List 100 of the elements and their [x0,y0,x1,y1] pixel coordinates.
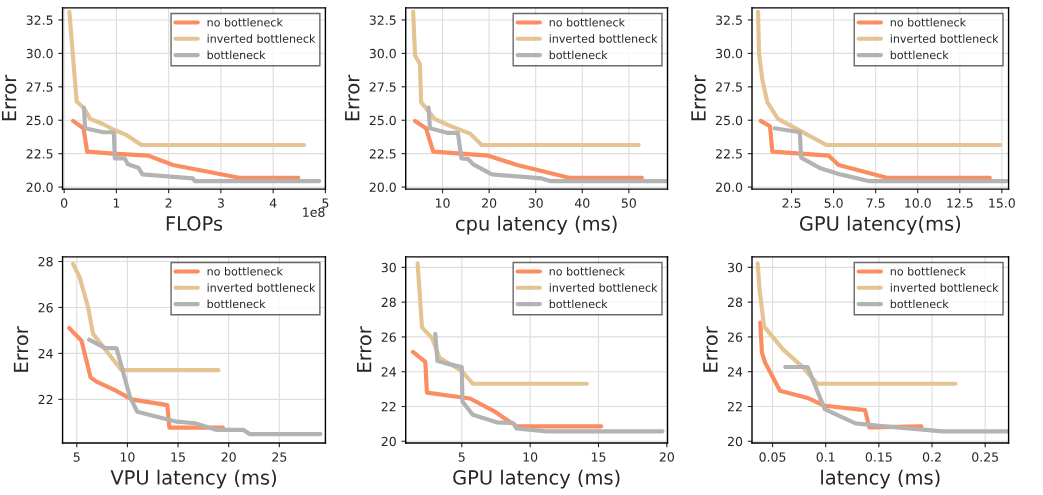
line-series [755,9,1003,148]
legend-label: inverted bottleneck [549,283,658,292]
y-axis-title: Error [1,74,17,121]
legend-label: bottleneck [207,299,266,309]
y-tick-label: 26 [38,302,53,313]
x-tick-label: 40 [574,198,590,208]
legend-label: no bottleneck [549,266,625,276]
legend-label: no bottleneck [207,266,283,276]
y-axis-title: Error [703,326,718,372]
y-tick-label: 26 [381,332,396,342]
y-axis-title: Error [357,326,372,372]
x-tick-label: 0.2 [922,452,941,462]
y-tick-label: 25.0 [26,115,53,126]
line-series [412,118,644,180]
x-tick-label: 0.05 [759,452,786,462]
y-tick-label: 24 [38,348,53,359]
legend-label: inverted bottleneck [207,34,316,43]
legend-label: no bottleneck [207,17,283,27]
x-tick-label: 15 [591,452,606,462]
legend-label: inverted bottleneck [890,283,999,292]
line-series [426,105,668,184]
x-tick-label: 50 [621,198,636,208]
legend-label: no bottleneck [890,17,967,27]
legend-label: bottleneck [549,50,608,60]
y-tick-label: 32.5 [369,15,396,25]
x-tick-label: 5 [73,452,80,462]
x-axis-title: VPU latency (ms) [110,469,276,489]
x-axis-title: GPU latency (ms) [453,469,620,489]
legend-label: inverted bottleneck [207,283,316,292]
x-tick-label: 5.0 [824,198,843,208]
y-tick-label: 20.0 [716,182,743,193]
y-tick-label: 30 [381,262,396,273]
x-tick-label: 0.25 [972,452,999,462]
y-tick-label: 28 [381,297,396,308]
legend-label: bottleneck [890,50,949,60]
line-series [772,126,1009,184]
line-series [783,364,1009,434]
x-axis-title: cpu latency (ms) [456,215,617,235]
x-tick-label: 3 [217,198,224,208]
legend-label: inverted bottleneck [549,34,658,43]
y-tick-label: 22.5 [716,149,742,159]
y-tick-label: 22 [381,401,396,412]
x-tick-label: 10.0 [905,198,931,208]
legend-label: inverted bottleneck [890,34,999,43]
x-tick-label: 20 [659,452,674,462]
y-tick-label: 20.0 [369,182,396,193]
y-tick-label: 22.5 [26,149,53,159]
y-tick-label: 30.0 [716,48,743,59]
y-tick-label: 20.0 [26,182,53,193]
x-axis-title: latency (ms) [821,469,940,489]
y-tick-label: 22 [38,394,53,405]
y-tick-label: 22.5 [369,149,396,159]
x-axis-title: FLOPs [166,216,223,231]
x-tick-label: 30 [528,198,543,208]
y-tick-label: 32.5 [716,15,742,25]
x-tick-label: 5 [458,452,465,462]
x-tick-label: 1 [113,198,120,208]
x-tick-label: 20 [221,452,236,462]
legend-label: bottleneck [890,299,949,309]
x-tick-label: 10 [523,452,538,462]
y-tick-label: 30.0 [369,48,396,59]
legend-label: bottleneck [207,50,266,60]
y-tick-label: 24 [727,367,743,377]
x-tick-label: 10 [435,198,450,208]
x-tick-label: 20 [482,198,497,208]
y-tick-label: 20 [381,436,396,447]
legend-label: no bottleneck [890,266,967,276]
y-tick-label: 28 [38,256,53,267]
x-tick-label: 4 [269,198,277,208]
y-axis-title: Error [691,74,706,121]
y-tick-label: 27.5 [716,82,742,92]
y-tick-label: 25.0 [716,115,743,126]
y-tick-label: 24 [381,367,396,377]
y-tick-label: 25.0 [369,115,396,126]
y-axis-title: Error [345,74,360,121]
x-axis-title: GPU latency(ms) [799,215,961,235]
x-tick-label: 0 [61,198,68,208]
line-series [433,331,665,434]
x-tick-label: 10 [120,452,135,462]
y-axis-title: Error [13,326,29,372]
line-series [87,337,323,437]
x-tick-label: 15 [171,452,185,462]
y-tick-label: 20 [727,436,743,447]
x-tick-label: 2.5 [782,198,801,208]
y-tick-label: 28 [727,297,743,308]
line-series [70,118,301,180]
x-tick-label: 2 [165,198,172,208]
y-tick-label: 30 [728,262,743,273]
y-tick-label: 30.0 [26,48,53,59]
y-tick-label: 27.5 [369,82,396,92]
y-tick-label: 32.5 [26,15,53,25]
x-tick-label: 25 [272,452,287,462]
x-tick-label: 5 [322,198,329,208]
x-tick-label: 12.5 [947,198,973,208]
x-tick-label: 0.15 [865,452,892,462]
y-tick-label: 22 [727,401,742,412]
legend-label: bottleneck [549,299,608,309]
y-tick-label: 27.5 [26,82,53,92]
x-tick-label: 7.5 [866,198,885,208]
x-tick-label: 0.1 [816,452,835,462]
